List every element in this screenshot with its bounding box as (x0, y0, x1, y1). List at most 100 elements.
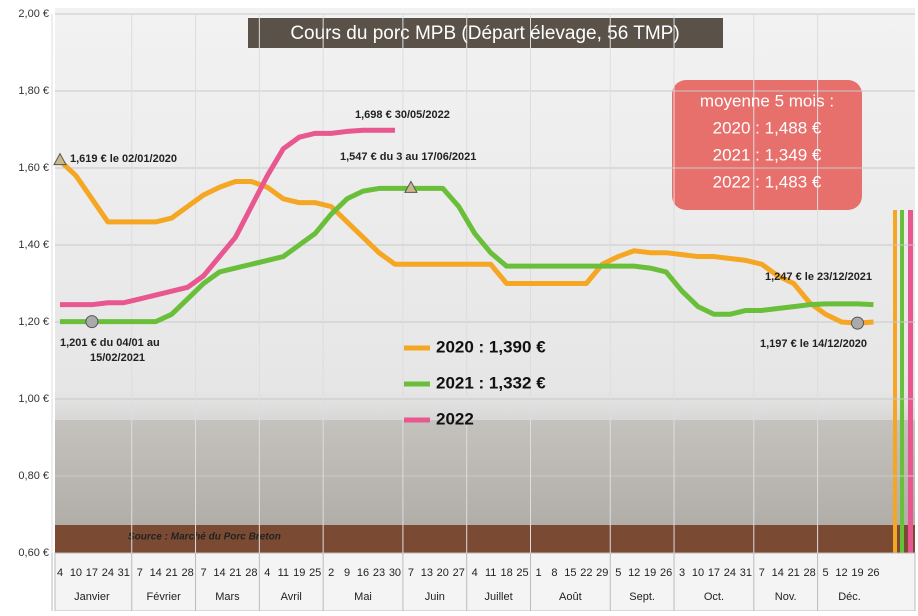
x-tick-label: 28 (181, 567, 193, 579)
title-box (248, 18, 723, 48)
x-tick-label: 7 (759, 567, 765, 579)
x-tick-label: 14 (213, 567, 225, 579)
x-tick-label: 16 (357, 567, 369, 579)
line-series (60, 185, 874, 325)
x-tick-label: 24 (724, 567, 736, 579)
x-tick-label: 5 (823, 567, 829, 579)
side-bar (893, 210, 897, 555)
x-tick-label: 4 (57, 567, 63, 579)
summary-line: 2020 : 1,488 € (713, 118, 822, 137)
x-tick-label: 4 (472, 567, 478, 579)
month-label: Déc. (838, 591, 861, 603)
x-tick-label: 12 (835, 567, 847, 579)
summary-line: 2021 : 1,349 € (713, 145, 822, 164)
legend-label: 2022 (436, 409, 474, 428)
chart-title: Cours du porc MPB (Départ élevage, 56 TM… (290, 23, 679, 44)
annotation: 1,247 € le 23/12/2021 (765, 271, 872, 283)
x-tick-label: 25 (309, 567, 321, 579)
y-tick-label: 1,80 € (18, 85, 49, 97)
x-tick-label: 17 (86, 567, 98, 579)
x-tick-label: 3 (679, 567, 685, 579)
x-tick-label: 26 (867, 567, 879, 579)
x-tick-label: 7 (408, 567, 414, 579)
marker (851, 316, 864, 330)
month-label: Janvier (74, 591, 110, 603)
x-tick-label: 13 (421, 567, 433, 579)
summary-line: 2022 : 1,483 € (713, 172, 822, 191)
month-label: Juillet (485, 591, 513, 603)
x-tick-label: 11 (278, 567, 289, 579)
x-tick-label: 25 (516, 567, 528, 579)
month-label: Mai (354, 591, 372, 603)
x-tick-label: 19 (293, 567, 305, 579)
x-tick-label: 21 (166, 567, 178, 579)
x-tick-label: 31 (740, 567, 752, 579)
summary-line: moyenne 5 mois : (700, 91, 834, 110)
x-tick-label: 2 (328, 567, 334, 579)
x-tick-label: 12 (628, 567, 640, 579)
legend-label: 2020 : 1,390 € (436, 337, 546, 356)
marker (53, 152, 67, 166)
x-tick-label: 14 (772, 567, 784, 579)
y-tick-label: 0,80 € (18, 470, 49, 482)
x-tick-label: 11 (485, 567, 496, 579)
annotation: 1,619 € le 02/01/2020 (70, 153, 177, 165)
x-tick-label: 4 (264, 567, 270, 579)
month-label: Sept. (629, 591, 655, 603)
x-tick-label: 19 (644, 567, 656, 579)
x-tick-label: 31 (118, 567, 130, 579)
source: Source : Marché du Porc Breton (128, 532, 281, 543)
x-tick-label: 15 (564, 567, 576, 579)
x-tick-label: 10 (70, 567, 82, 579)
month-label: Avril (281, 591, 302, 603)
x-tick-label: 20 (437, 567, 449, 579)
month-label: Juin (425, 591, 445, 603)
x-tick-label: 1 (535, 567, 541, 579)
annotation: 1,547 € du 3 au 17/06/2021 (340, 151, 476, 163)
y-tick-label: 1,40 € (18, 239, 49, 251)
y-tick-label: 0,60 € (18, 547, 49, 559)
x-tick-label: 8 (551, 567, 557, 579)
x-tick-label: 27 (453, 567, 465, 579)
y-tick-label: 1,20 € (18, 316, 49, 328)
x-tick-label: 19 (851, 567, 863, 579)
x-tick-label: 23 (373, 567, 385, 579)
y-tick-label: 2,00 € (18, 8, 49, 20)
x-tick-label: 5 (615, 567, 621, 579)
month-label: Mars (215, 591, 240, 603)
x-tick-label: 18 (500, 567, 512, 579)
x-tick-label: 14 (150, 567, 162, 579)
x-tick-label: 26 (660, 567, 672, 579)
side-bar (900, 210, 904, 555)
month-label: Février (147, 591, 182, 603)
x-tick-label: 21 (788, 567, 800, 579)
x-tick-label: 17 (708, 567, 720, 579)
x-tick-label: 24 (102, 567, 114, 579)
photo-area (55, 420, 915, 525)
x-tick-label: 22 (580, 567, 592, 579)
side-bar (908, 210, 913, 555)
x-tick-label: 30 (389, 567, 401, 579)
y-tick-label: 1,60 € (18, 162, 49, 174)
x-tick-label: 28 (245, 567, 257, 579)
x-tick-label: 29 (596, 567, 608, 579)
marker (85, 315, 99, 329)
annotation: 1,201 € du 04/01 au (60, 337, 160, 349)
x-tick-label: 10 (692, 567, 704, 579)
month-label: Nov. (775, 591, 797, 603)
x-tick-label: 21 (229, 567, 241, 579)
annotation: 15/02/2021 (90, 352, 145, 364)
annotation: 1,197 € le 14/12/2020 (760, 338, 867, 350)
line-series (58, 158, 874, 326)
x-tick-label: 7 (137, 567, 143, 579)
annotation: 1,698 € 30/05/2022 (355, 109, 450, 121)
photo-floor (55, 525, 915, 555)
y-tick-label: 1,00 € (18, 393, 49, 405)
x-tick-label: 9 (344, 567, 350, 579)
legend-label: 2021 : 1,332 € (436, 373, 546, 392)
x-tick-label: 28 (804, 567, 816, 579)
marker (404, 180, 418, 193)
summary-box (672, 80, 862, 210)
month-label: Août (559, 591, 582, 603)
